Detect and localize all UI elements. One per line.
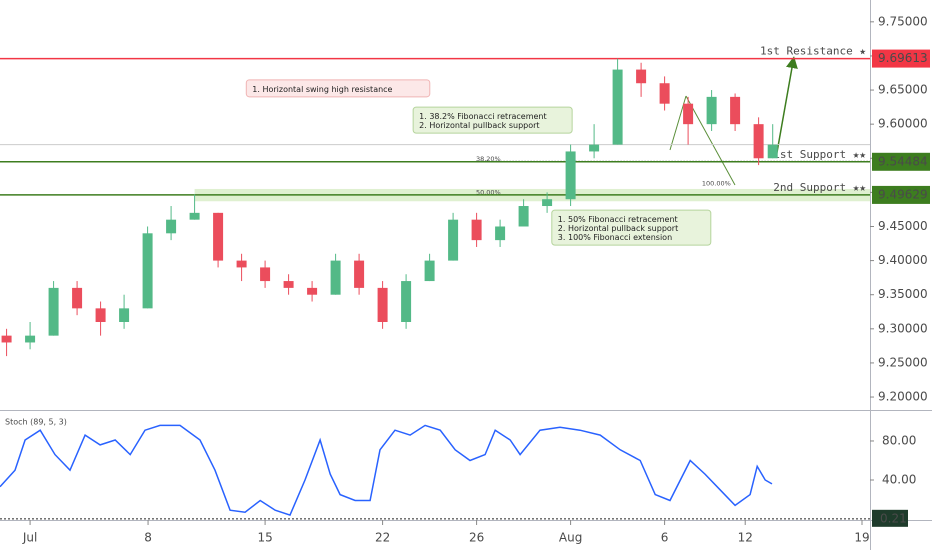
- candle-body: [589, 144, 600, 152]
- candle-body: [119, 308, 130, 322]
- candle-body: [307, 287, 318, 295]
- candle-body: [25, 335, 36, 343]
- candle-body: [565, 151, 576, 200]
- candle-body: [471, 219, 482, 241]
- level-label: 2nd Support ★★: [773, 181, 866, 194]
- y-tick-label: 9.45000: [878, 219, 928, 233]
- level-price: 9.69613: [878, 51, 928, 65]
- annotation-box: [551, 209, 712, 246]
- candle-body: [636, 69, 647, 84]
- x-tick-label: Aug: [559, 531, 582, 545]
- level-price-box: [872, 152, 930, 171]
- candle-body: [1, 335, 12, 343]
- annotation-text: 2. Horizontal pullback support: [419, 121, 539, 130]
- candle-body: [330, 260, 341, 295]
- x-tick-label: 6: [661, 531, 669, 545]
- annotation-text: 1. 38.2% Fibonacci retracement: [419, 112, 547, 121]
- candle-body: [236, 260, 247, 268]
- candle-body: [166, 219, 177, 234]
- y-tick-label: 80.00: [882, 433, 916, 447]
- x-tick-label: 22: [375, 531, 390, 545]
- level-price: 9.49629: [878, 187, 928, 201]
- candle-body: [495, 226, 506, 241]
- annotation-text: 3. 100% Fibonacci extension: [558, 233, 672, 242]
- candle-body: [95, 308, 106, 322]
- indicator-title: Stoch (89, 5, 3): [5, 418, 67, 427]
- indicator-value: 0.21: [880, 511, 907, 525]
- candle-body: [706, 96, 717, 125]
- x-tick-label: 26: [469, 531, 484, 545]
- candle-body: [283, 281, 294, 288]
- candle-body: [518, 206, 529, 227]
- y-tick-label: 9.40000: [878, 253, 928, 267]
- candle-body: [424, 260, 435, 282]
- annotation-box: [245, 79, 431, 98]
- candle-body: [354, 260, 365, 288]
- fib-label: 50.00%: [476, 188, 501, 196]
- y-tick-label: 9.30000: [878, 321, 928, 335]
- candle-body: [448, 219, 459, 261]
- candle-body: [377, 287, 388, 322]
- candle-body: [189, 212, 200, 220]
- candle-body: [612, 69, 623, 145]
- annotation-text: 1. 50% Fibonacci retracement: [558, 215, 678, 224]
- candle-body: [753, 124, 764, 159]
- candle-body: [683, 103, 694, 125]
- x-tick-label: Jul: [22, 531, 37, 545]
- y-tick-label: 9.65000: [878, 83, 928, 97]
- candle-body: [72, 287, 83, 309]
- y-tick-label: 9.60000: [878, 117, 928, 131]
- fib-label: 100.00%: [702, 180, 731, 188]
- x-tick-label: 12: [738, 531, 753, 545]
- candle-body: [401, 281, 412, 322]
- projection-arrow: [775, 56, 798, 159]
- candle-body: [48, 287, 59, 336]
- y-tick-label: 9.75000: [878, 14, 928, 28]
- candle-body: [213, 212, 224, 261]
- candle-body: [659, 83, 670, 104]
- x-tick-label: 15: [257, 531, 272, 545]
- level-label: 1st Support ★★: [773, 148, 866, 161]
- y-tick-label: 40.00: [882, 473, 916, 487]
- level-price-box: [872, 185, 930, 204]
- x-tick-label: 19: [854, 531, 869, 545]
- candle-body: [767, 144, 778, 159]
- level-price: 9.54484: [878, 154, 928, 168]
- annotation-text: 1. Horizontal swing high resistance: [252, 85, 392, 94]
- level-price-box: [872, 49, 930, 68]
- candle-body: [542, 199, 553, 207]
- stoch-line: [0, 424, 773, 517]
- y-tick-label: 9.25000: [878, 355, 928, 369]
- annotation-text: 2. Horizontal pullback support: [558, 224, 678, 233]
- annotation-box: [412, 106, 573, 134]
- candle-body: [260, 267, 271, 282]
- candle-body: [142, 233, 153, 309]
- candle-body: [730, 96, 741, 125]
- y-tick-label: 9.20000: [878, 390, 928, 404]
- x-tick-label: 8: [144, 531, 152, 545]
- level-label: 1st Resistance ★: [760, 45, 866, 58]
- fib-label: 38.20%: [476, 155, 501, 163]
- y-tick-label: 9.35000: [878, 287, 928, 301]
- indicator-value-box: [872, 509, 908, 527]
